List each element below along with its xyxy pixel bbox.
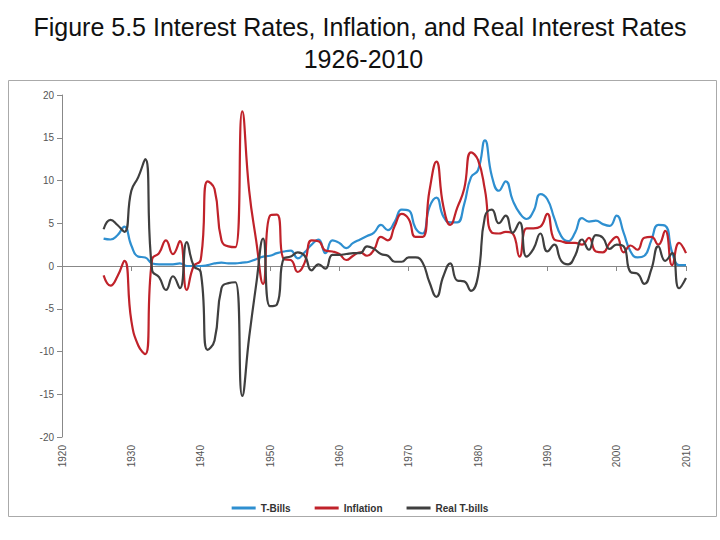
svg-text:1990: 1990 (542, 445, 553, 468)
svg-text:1960: 1960 (334, 445, 345, 468)
svg-text:10: 10 (43, 175, 55, 186)
svg-text:1940: 1940 (195, 445, 206, 468)
svg-text:15: 15 (43, 132, 55, 143)
svg-text:20: 20 (43, 90, 55, 101)
svg-text:1920: 1920 (57, 445, 68, 468)
svg-text:2010: 2010 (681, 445, 692, 468)
svg-text:-15: -15 (40, 389, 55, 400)
svg-text:1970: 1970 (403, 445, 414, 468)
svg-text:-5: -5 (45, 303, 54, 314)
svg-text:Real T-bills: Real T-bills (436, 503, 489, 514)
svg-text:1980: 1980 (473, 445, 484, 468)
svg-text:1930: 1930 (126, 445, 137, 468)
svg-text:5: 5 (48, 218, 54, 229)
svg-text:Inflation: Inflation (344, 503, 383, 514)
svg-text:-20: -20 (40, 432, 55, 443)
svg-text:1950: 1950 (265, 445, 276, 468)
svg-text:T-Bills: T-Bills (261, 503, 291, 514)
svg-text:Figure 5.5 Interest Rates, Inf: Figure 5.5 Interest Rates, Inflation, an… (33, 13, 686, 41)
svg-text:0: 0 (48, 261, 54, 272)
svg-text:-10: -10 (40, 346, 55, 357)
svg-text:2000: 2000 (611, 445, 622, 468)
svg-text:1926-2010: 1926-2010 (297, 45, 424, 73)
